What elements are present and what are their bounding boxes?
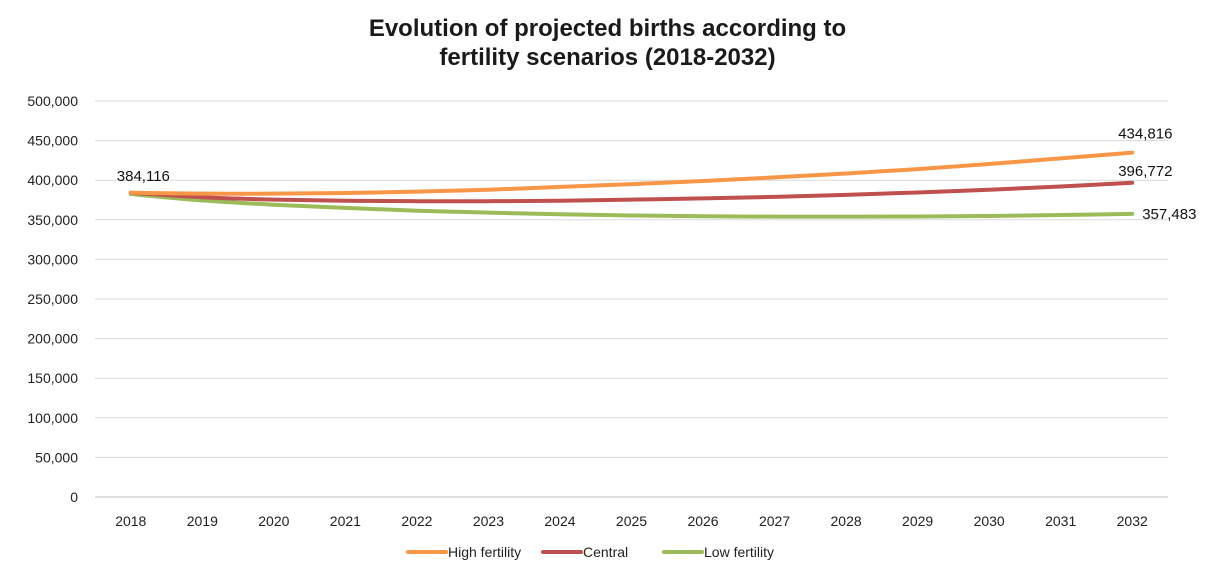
y-tick-label: 250,000 — [27, 291, 78, 307]
y-tick-label: 100,000 — [27, 410, 78, 426]
y-tick-label: 150,000 — [27, 370, 78, 386]
legend: High fertility Central Low fertility — [406, 544, 774, 560]
legend-label-low-fertility: Low fertility — [704, 544, 774, 560]
x-tick-label: 2027 — [759, 513, 790, 529]
y-tick-label: 350,000 — [27, 212, 78, 228]
data-label: 434,816 — [1118, 126, 1172, 143]
x-tick-label: 2020 — [258, 513, 289, 529]
data-label: 357,483 — [1142, 206, 1196, 223]
x-tick-label: 2025 — [616, 513, 647, 529]
data-label: 384,116 — [117, 168, 170, 185]
x-tick-label: 2022 — [401, 513, 432, 529]
x-tick-label: 2023 — [473, 513, 504, 529]
x-tick-label: 2026 — [687, 513, 718, 529]
x-tick-label: 2018 — [115, 513, 146, 529]
data-labels: 384,116 434,816 396,772 357,483 — [117, 126, 1197, 223]
series-lines — [128, 150, 1135, 219]
x-axis: 2018 2019 2020 2021 2022 2023 2024 2025 2026 2027… — [115, 513, 1148, 529]
y-tick-label: 300,000 — [27, 251, 78, 267]
x-tick-label: 2031 — [1045, 513, 1076, 529]
chart-title: Evolution of projected births according … — [0, 14, 1215, 72]
y-tick-label: 50,000 — [35, 449, 78, 465]
series-line-low-fertility — [128, 192, 1135, 219]
data-label: 396,772 — [1118, 163, 1172, 180]
legend-label-high-fertility: High fertility — [448, 544, 521, 560]
x-tick-label: 2030 — [974, 513, 1005, 529]
gridlines — [95, 100, 1168, 498]
x-tick-label: 2028 — [831, 513, 862, 529]
x-tick-label: 2021 — [330, 513, 361, 529]
x-tick-label: 2029 — [902, 513, 933, 529]
series-line-central — [128, 180, 1135, 204]
x-tick-label: 2032 — [1117, 513, 1148, 529]
y-tick-label: 500,000 — [27, 93, 78, 109]
y-axis: 0 50,000 100,000 150,000 200,000 250,000 300,0… — [27, 93, 78, 505]
chart-title-line-2: fertility scenarios (2018-2032) — [439, 44, 776, 71]
series-line-high-fertility — [128, 150, 1135, 196]
chart-title-line-1: Evolution of projected births according … — [368, 15, 847, 42]
x-tick-label: 2019 — [187, 513, 218, 529]
y-tick-label: 400,000 — [27, 172, 78, 188]
y-tick-label: 200,000 — [27, 331, 78, 347]
y-tick-label: 450,000 — [27, 133, 78, 149]
x-tick-label: 2024 — [544, 513, 575, 529]
y-tick-label: 0 — [70, 489, 78, 505]
legend-label-central: Central — [583, 544, 628, 560]
